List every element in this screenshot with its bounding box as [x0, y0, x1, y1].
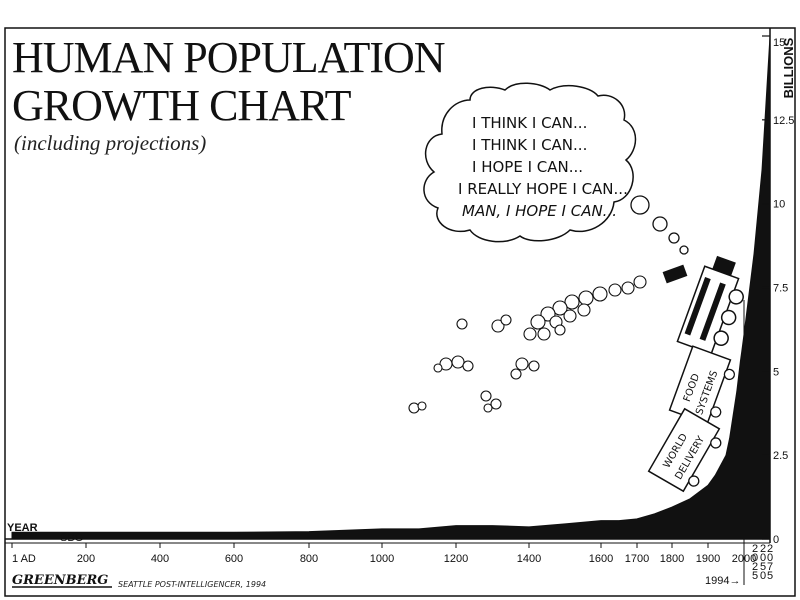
smokestack — [662, 264, 688, 284]
bubble-line-2: I THINK I CAN... — [472, 136, 587, 154]
artist-mark: SBG — [60, 532, 83, 544]
y-tick-label: 0 — [773, 534, 779, 546]
publication-credit: SEATTLE POST-INTELLIGENCER, 1994 — [118, 580, 266, 589]
x-tick-label: 600 — [225, 553, 243, 565]
bubble-puff-2 — [652, 216, 668, 232]
x-tick-label: 400 — [151, 553, 169, 565]
x-tick-label: 800 — [300, 553, 318, 565]
bubble-puff-1 — [630, 195, 650, 215]
x-tick-label: 1400 — [517, 553, 541, 565]
x-tick-label: 200 — [77, 553, 95, 565]
y-tick-label: 2.5 — [773, 450, 788, 462]
chart-subtitle: (including projections) — [14, 131, 207, 155]
locomotive — [676, 255, 744, 355]
artist-signature: GREENBERG — [12, 573, 108, 588]
x-tick-label: 1600 — [589, 553, 613, 565]
y-tick-label: 15 — [773, 37, 785, 49]
bubble-line-1: I THINK I CAN... — [472, 114, 587, 132]
x-axis-ticks: 1 AD 200 400 600 800 1000 1200 1400 1600 1700 1800… — [11, 300, 756, 585]
y-axis-ticks: 0 2.5 5 7.5 10 12.5 15 — [762, 35, 794, 546]
x-tick-label: 1000 — [370, 553, 394, 565]
smoke-trail — [408, 275, 647, 414]
x-tick-label: 1 AD — [12, 553, 36, 565]
x-tick-label: 1200 — [444, 553, 468, 565]
y-tick-label: 5 — [773, 366, 779, 378]
bubble-puff-4 — [679, 245, 689, 255]
thought-bubble: I THINK I CAN... I THINK I CAN... I HOPE… — [423, 82, 689, 255]
x-tick-label: 1900 — [696, 553, 720, 565]
bubble-line-5: MAN, I HOPE I CAN... — [462, 202, 617, 220]
train-car-world-delivery: WORLD DELIVERY — [647, 407, 722, 493]
chart-border — [4, 27, 796, 597]
bubble-line-3: I HOPE I CAN... — [472, 158, 583, 176]
chart-title-line1: HUMAN POPULATION — [12, 33, 446, 82]
train-illustration: FOOD SYSTEMS WORLD DELIVERY — [647, 255, 744, 493]
x-tick-label: 1700 — [625, 553, 649, 565]
bubble-puff-3 — [668, 232, 680, 244]
bubble-line-4: I REALLY HOPE I CAN... — [458, 180, 628, 198]
bubble-cloud — [423, 82, 637, 243]
x-tick-label: 1800 — [660, 553, 684, 565]
marker-1994: 1994→ — [705, 575, 740, 587]
chart-title-line2: GROWTH CHART — [12, 81, 352, 130]
y-tick-label: 10 — [773, 199, 785, 211]
y-tick-label: 12.5 — [773, 115, 794, 127]
projection-labels: 2 0 2 52 0 5 02 0 7 5 — [752, 543, 773, 582]
x-axis-label: YEAR — [7, 522, 38, 534]
y-axis-label: BILLIONS — [781, 37, 796, 98]
train-car-food-systems: FOOD SYSTEMS — [668, 345, 736, 425]
y-tick-label: 7.5 — [773, 283, 788, 295]
